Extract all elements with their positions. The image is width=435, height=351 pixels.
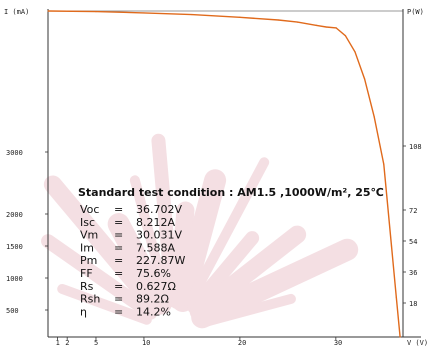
curve-point: [364, 78, 366, 80]
y-left-tick-label: 2000: [6, 211, 23, 219]
param-label: Im: [80, 241, 94, 254]
decor-streak: [198, 293, 296, 328]
axes: [47, 9, 421, 338]
x-axis-label: V (V): [407, 339, 428, 347]
y-right-tick-label: 18: [409, 300, 417, 308]
param-value: 227.87W: [136, 254, 185, 267]
curve-point: [325, 26, 327, 28]
param-value: 14.2%: [136, 305, 171, 318]
y-right-ticks: 18 36 54 72 108: [403, 143, 422, 308]
decor-streak: [151, 133, 180, 308]
decor-streak: [189, 225, 307, 321]
param-equals: =: [114, 293, 123, 306]
y-left-tick-label: 1500: [6, 243, 23, 251]
y-left-ticks: 500 1000 1500 2000 3000: [6, 149, 48, 315]
y-right-tick-label: 108: [409, 143, 422, 151]
decor-streak: [129, 175, 173, 307]
curve-point: [239, 16, 241, 18]
decor-streak: [171, 169, 227, 313]
y-axis-left-label: I (mA): [4, 8, 29, 16]
param-equals: =: [114, 216, 123, 229]
param-label: η: [80, 305, 87, 318]
decor-streak: [57, 283, 152, 325]
curve-point: [390, 245, 393, 247]
param-label: Pm: [80, 254, 97, 267]
curve-point: [383, 163, 385, 165]
decor-streak: [107, 213, 172, 315]
condition-annotation: Standard test condition : AM1.5 ,1000W/m…: [78, 186, 384, 318]
curve-point: [373, 116, 375, 118]
param-value: 75.6%: [136, 267, 171, 280]
y-right-tick-label: 72: [409, 207, 417, 215]
param-equals: =: [114, 267, 123, 280]
y-left-tick-label: 3000: [6, 149, 23, 157]
param-label: Rsh: [80, 293, 100, 306]
param-label: Vm: [80, 229, 98, 242]
curve-point: [316, 24, 318, 26]
curve-point: [354, 51, 356, 53]
y-left-tick-label: 500: [6, 307, 19, 315]
curve-point: [399, 336, 401, 338]
y-left-tick-label: 1000: [6, 275, 23, 283]
x-tick-label: 2: [65, 339, 69, 347]
param-label: FF: [80, 267, 93, 280]
curve-point: [277, 19, 279, 21]
curve-point: [344, 35, 347, 37]
decor-streak: [168, 201, 195, 310]
param-equals: =: [114, 241, 123, 254]
param-equals: =: [114, 280, 123, 293]
condition-title: Standard test condition : AM1.5 ,1000W/m…: [78, 186, 384, 199]
param-equals: =: [114, 254, 123, 267]
curve-point: [191, 13, 193, 16]
decor-streak: [43, 175, 165, 317]
curve-point: [296, 21, 299, 23]
x-ticks: 1 2 5 10 20 30: [56, 337, 342, 347]
param-value: 36.702V: [136, 203, 182, 216]
x-tick-label: 5: [94, 339, 98, 347]
x-tick-label: 10: [142, 339, 150, 347]
iv-curve: [47, 10, 401, 338]
decor-streaks: [41, 133, 359, 329]
param-value: 8.212A: [136, 216, 175, 229]
x-tick-label: 1: [56, 339, 60, 347]
curve-point: [395, 296, 397, 298]
x-tick-label: 20: [238, 339, 246, 347]
param-value: 30.031V: [136, 229, 182, 242]
curve-point: [47, 10, 49, 12]
curve-point: [95, 10, 97, 13]
y-right-tick-label: 36: [409, 269, 417, 277]
param-equals: =: [114, 203, 123, 216]
decor-streak: [191, 238, 359, 329]
y-axis-right-label: P(W): [407, 8, 424, 16]
iv-curve-points: [47, 10, 401, 338]
param-equals: =: [114, 305, 123, 318]
param-label: Isc: [80, 216, 95, 229]
x-tick-label: 30: [334, 339, 342, 347]
param-value: 0.627Ω: [136, 280, 176, 293]
y-right-tick-label: 54: [409, 238, 417, 246]
curve-point: [335, 27, 337, 29]
param-equals: =: [114, 229, 123, 242]
param-label: Voc: [80, 203, 99, 216]
param-value: 89.2Ω: [136, 293, 169, 306]
decor-streak: [184, 157, 270, 309]
curve-point: [143, 12, 145, 14]
decor-streak: [41, 234, 158, 320]
decor-streak: [187, 231, 260, 315]
param-label: Rs: [80, 280, 94, 293]
param-value: 7.588A: [136, 241, 175, 254]
